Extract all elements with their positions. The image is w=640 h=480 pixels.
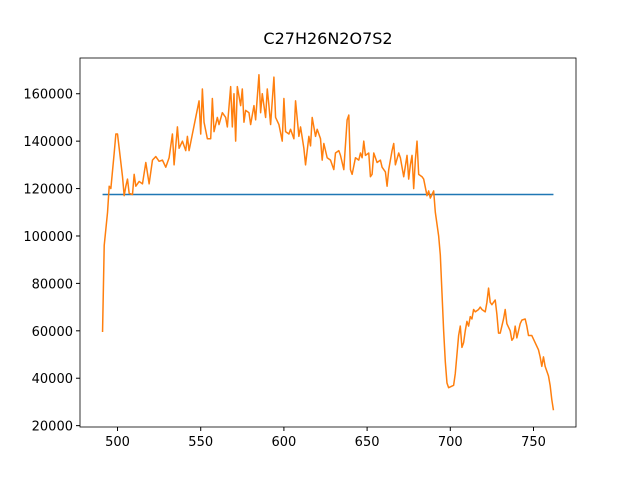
plot-frame (79, 57, 577, 428)
x-tick-label: 550 (188, 435, 213, 450)
data-line (101, 74, 555, 411)
chart-title: C27H26N2O7S2 (263, 29, 392, 48)
y-tick-label: 120000 (23, 183, 73, 198)
y-tick-label: 20000 (32, 420, 73, 435)
y-tick-label: 140000 (23, 135, 73, 150)
y-tick-label: 160000 (23, 88, 73, 103)
x-tick-label: 650 (355, 435, 380, 450)
y-tick-label: 60000 (32, 325, 73, 340)
y-tick-label: 100000 (23, 230, 73, 245)
x-tick-label: 500 (105, 435, 130, 450)
y-tick-label: 80000 (32, 277, 73, 292)
y-tick-label: 40000 (32, 372, 73, 387)
x-tick-label: 600 (271, 435, 296, 450)
x-tick-label: 700 (438, 435, 463, 450)
x-tick-label: 750 (521, 435, 546, 450)
